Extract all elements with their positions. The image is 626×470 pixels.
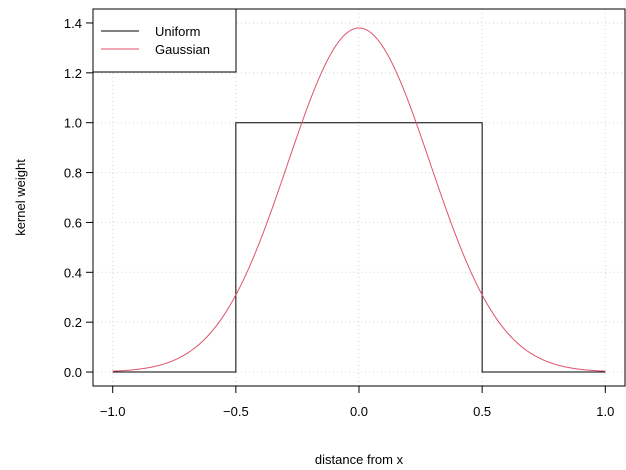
y-axis-title: kernel weight [13, 159, 28, 236]
series-line-gaussian [112, 27, 606, 372]
y-tick-label-2: 0.4 [64, 265, 82, 280]
legend-label-gaussian: Gaussian [155, 42, 210, 57]
x-tick-label-2: 0.0 [350, 404, 368, 419]
y-axis: 0.0 0.2 0.4 0.6 0.8 1.0 1.2 1.4 [64, 16, 94, 380]
y-tick-label-6: 1.2 [64, 66, 82, 81]
legend: Uniform Gaussian [92, 8, 237, 73]
series-layer [112, 27, 606, 373]
y-tick-label-1: 0.2 [64, 315, 82, 330]
y-tick-label-3: 0.6 [64, 215, 82, 230]
y-tick-label-4: 0.8 [64, 166, 82, 181]
x-axis-title: distance from x [315, 452, 404, 467]
x-tick-label-3: 0.5 [473, 404, 491, 419]
series-line-uniform [112, 122, 606, 373]
y-tick-label-5: 1.0 [64, 116, 82, 131]
y-tick-label-7: 1.4 [64, 16, 82, 31]
x-tick-label-4: 1.0 [596, 404, 614, 419]
legend-box [92, 8, 237, 73]
y-tick-label-0: 0.0 [64, 365, 82, 380]
legend-label-uniform: Uniform [155, 24, 201, 39]
x-tick-label-1: −0.5 [223, 404, 249, 419]
x-tick-label-0: −1.0 [100, 404, 126, 419]
x-axis: −1.0 −0.5 0.0 0.5 1.0 [100, 385, 614, 419]
